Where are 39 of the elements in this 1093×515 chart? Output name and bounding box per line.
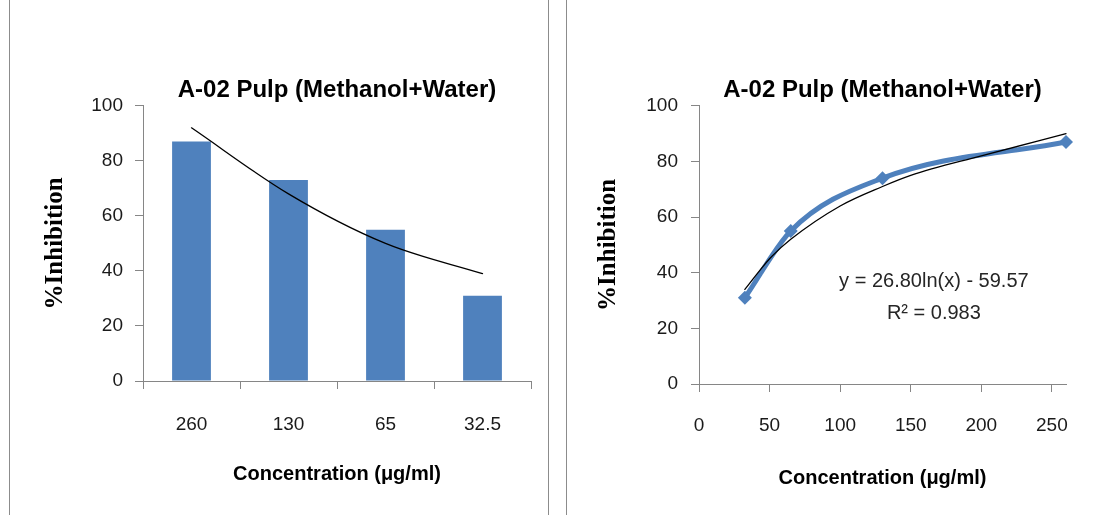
bar xyxy=(269,180,308,381)
x-tick-label: 65 xyxy=(374,412,397,434)
annotation: R² = 0.983 xyxy=(886,300,981,323)
bar xyxy=(172,141,211,381)
y-tick-label: 60 xyxy=(656,205,678,227)
x-tick-label: 0 xyxy=(693,413,705,435)
y-tick-label: 80 xyxy=(656,149,678,171)
point xyxy=(875,171,890,186)
y-axis-title: %Inhibition xyxy=(593,178,621,311)
y-tick-label: 100 xyxy=(91,94,123,116)
x-tick-label: 150 xyxy=(894,413,927,435)
x-tick-label: 130 xyxy=(272,412,305,434)
y-axis-title: %Inhibition xyxy=(40,177,68,310)
y-tick-label: 0 xyxy=(667,372,678,394)
bar xyxy=(366,229,405,381)
y-tick-label: 20 xyxy=(101,314,123,336)
x-tick-label: 260 xyxy=(175,412,208,434)
point xyxy=(737,290,752,305)
x-axis-title: Concentration (μg/ml) xyxy=(233,461,441,484)
x-tick-label: 100 xyxy=(824,413,857,435)
y-tick-label: 0 xyxy=(112,369,123,391)
chart-title: A-02 Pulp (Methanol+Water) xyxy=(177,75,497,103)
x-axis-title: Concentration (μg/ml) xyxy=(778,465,987,488)
y-tick-label: 100 xyxy=(646,94,678,116)
y-tick-label: 60 xyxy=(101,204,123,226)
y-tick-label: 40 xyxy=(656,260,678,282)
chart-title: A-02 Pulp (Methanol+Water) xyxy=(723,75,1042,103)
x-tick-label: 32.5 xyxy=(464,412,501,434)
line-series xyxy=(190,127,484,275)
x-tick-label: 50 xyxy=(759,413,781,435)
y-tick-label: 20 xyxy=(656,316,678,338)
y-tick-label: 80 xyxy=(101,149,123,171)
annotation: y = 26.80ln(x) - 59.57 xyxy=(839,268,1029,291)
bar xyxy=(463,295,502,381)
point xyxy=(1059,134,1073,149)
x-tick-label: 200 xyxy=(965,413,998,435)
y-tick-label: 40 xyxy=(101,259,123,281)
point xyxy=(783,223,798,238)
x-tick-label: 250 xyxy=(1036,413,1068,435)
